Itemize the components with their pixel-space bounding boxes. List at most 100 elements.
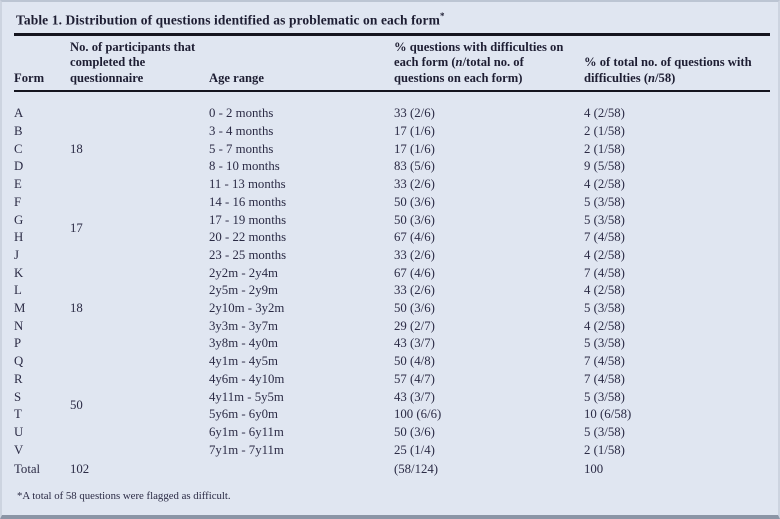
form-cell: J — [14, 247, 19, 262]
form-cell: U — [14, 424, 24, 439]
pct-each-form-cell: 33 (2/6) — [394, 177, 435, 192]
pct-each-form-cell: 100 (6/6) — [394, 407, 442, 422]
pct-total-cell: 5 (3/58) — [584, 389, 625, 404]
age-range-cell: 2y10m - 3y2m — [209, 301, 285, 316]
pct-total-cell: 7 (4/58) — [584, 230, 625, 245]
form-cell: A — [14, 106, 24, 121]
pct-total-cell: 7 (4/58) — [584, 265, 625, 280]
pct-each-form-cell: 33 (2/6) — [394, 247, 435, 262]
pct-total-cell: 9 (5/58) — [584, 159, 625, 174]
pct-total-cell: 7 (4/58) — [584, 354, 625, 369]
age-range-cell: 5y6m - 6y0m — [209, 407, 278, 422]
table-row: B 3 - 4 months 17 (1/6) 2 (1/58) — [14, 123, 770, 141]
pct-each-form-cell: 50 (3/6) — [394, 424, 435, 439]
age-range-cell: 6y1m - 6y11m — [209, 424, 284, 439]
pct-total-cell: 4 (2/58) — [584, 283, 625, 298]
column-header-age-range: Age range — [209, 32, 394, 93]
pct-total-cell: 4 (2/58) — [584, 177, 625, 192]
form-cell: V — [14, 442, 24, 457]
age-range-cell: 2y2m - 2y4m — [209, 265, 278, 280]
form-cell: C — [14, 141, 23, 156]
pct-total-cell: 4 (2/58) — [584, 106, 625, 121]
pct-each-form-cell: 17 (1/6) — [394, 124, 435, 139]
pct-total-cell: 5 (3/58) — [584, 424, 625, 439]
form-cell: L — [14, 283, 22, 298]
form-cell: T — [14, 407, 22, 422]
form-cell: M — [14, 301, 26, 316]
table-title-footnote-marker: * — [439, 11, 445, 21]
age-range-cell: 14 - 16 months — [209, 194, 287, 209]
age-range-cell: 3y3m - 3y7m — [209, 318, 278, 333]
participants-group-cell: 17 — [70, 221, 83, 236]
pct-each-form-cell: 43 (3/7) — [394, 389, 435, 404]
pct-total-cell: 2 (1/58) — [584, 141, 625, 156]
age-range-cell: 20 - 22 months — [209, 230, 287, 245]
age-range-cell: 0 - 2 months — [209, 106, 274, 121]
table-row: T 5y6m - 6y0m 100 (6/6) 10 (6/58) — [14, 406, 770, 424]
form-cell: H — [14, 230, 24, 245]
total-pct-total-cell: 100 — [584, 462, 604, 477]
table-row: M 2y10m - 3y2m 50 (3/6) 5 (3/58) — [14, 300, 770, 318]
table-row: E 11 - 13 months 33 (2/6) 4 (2/58) — [14, 176, 770, 194]
table-row: N 3y3m - 3y7m 29 (2/7) 4 (2/58) — [14, 318, 770, 336]
column-header-pct-total: % of total no. of questions with difficu… — [584, 32, 770, 93]
age-range-cell: 2y5m - 2y9m — [209, 283, 278, 298]
age-range-cell: 17 - 19 months — [209, 212, 287, 227]
table-row: R 4y6m - 4y10m 57 (4/7) 7 (4/58) — [14, 371, 770, 389]
table-row: A 18 0 - 2 months 33 (2/6) 4 (2/58) — [14, 91, 770, 156]
pct-each-form-cell: 50 (4/8) — [394, 354, 435, 369]
age-range-cell: 3 - 4 months — [209, 124, 274, 139]
pct-total-cell: 2 (1/58) — [584, 442, 625, 457]
form-cell: P — [14, 336, 22, 351]
total-age-range-cell — [209, 459, 394, 479]
pct-total-cell: 5 (3/58) — [584, 194, 625, 209]
column-header-form: Form — [14, 32, 70, 93]
age-range-cell: 11 - 13 months — [209, 177, 286, 192]
table-row: G 17 - 19 months 50 (3/6) 5 (3/58) — [14, 212, 770, 230]
table-row: Q 50 4y1m - 4y5m 50 (4/8) 7 (4/58) — [14, 353, 770, 412]
age-range-cell: 4y1m - 4y5m — [209, 354, 278, 369]
table-body: A 18 0 - 2 months 33 (2/6) 4 (2/58) B 3 … — [14, 91, 770, 479]
participants-group-cell: 50 — [70, 398, 83, 413]
total-participants-cell: 102 — [70, 462, 90, 477]
form-cell: S — [14, 389, 22, 404]
form-cell: D — [14, 159, 24, 174]
age-range-cell: 23 - 25 months — [209, 247, 287, 262]
table-title: Table 1. Distribution of questions ident… — [14, 9, 766, 33]
pct-total-cell: 4 (2/58) — [584, 247, 625, 262]
table-footnote: *A total of 58 questions were flagged as… — [17, 490, 231, 503]
total-label-cell: Total — [14, 462, 41, 477]
age-range-cell: 5 - 7 months — [209, 141, 274, 156]
age-range-cell: 8 - 10 months — [209, 159, 280, 174]
pct-total-cell: 10 (6/58) — [584, 407, 632, 422]
table-row: H 20 - 22 months 67 (4/6) 7 (4/58) — [14, 229, 770, 247]
pct-each-form-cell: 67 (4/6) — [394, 265, 435, 280]
table-row: F 17 14 - 16 months 50 (3/6) 5 (3/58) — [14, 194, 770, 235]
pct-total-cell: 4 (2/58) — [584, 318, 625, 333]
table-row: J 23 - 25 months 33 (2/6) 4 (2/58) — [14, 247, 770, 265]
table-row: C 5 - 7 months 17 (1/6) 2 (1/58) — [14, 141, 770, 159]
column-header-participants: No. of participants that completed the q… — [70, 32, 209, 93]
form-cell: E — [14, 177, 22, 192]
pct-each-form-cell: 29 (2/7) — [394, 318, 435, 333]
pct-each-form-cell: 17 (1/6) — [394, 141, 435, 156]
pct-total-cell: 7 (4/58) — [584, 371, 625, 386]
age-range-cell: 4y11m - 5y5m — [209, 389, 284, 404]
pct-each-form-cell: 50 (3/6) — [394, 194, 435, 209]
pct-total-cell: 2 (1/58) — [584, 124, 625, 139]
age-range-cell: 7y1m - 7y11m — [209, 442, 284, 457]
pct-each-form-cell: 50 (3/6) — [394, 301, 435, 316]
pct-each-form-cell: 43 (3/7) — [394, 336, 435, 351]
age-range-cell: 4y6m - 4y10m — [209, 371, 285, 386]
age-range-cell: 3y8m - 4y0m — [209, 336, 278, 351]
table-row: D 8 - 10 months 83 (5/6) 9 (5/58) — [14, 158, 770, 176]
participants-group-cell: 18 — [70, 141, 83, 156]
form-cell: K — [14, 265, 24, 280]
pct-each-form-cell: 83 (5/6) — [394, 159, 435, 174]
table-row: K 18 2y2m - 2y4m 67 (4/6) 7 (4/58) — [14, 265, 770, 315]
table-row: L 2y5m - 2y9m 33 (2/6) 4 (2/58) — [14, 282, 770, 300]
form-cell: N — [14, 318, 24, 333]
column-header-pct-each-form: % questions with difficulties on each fo… — [394, 32, 584, 93]
form-cell: G — [14, 212, 24, 227]
